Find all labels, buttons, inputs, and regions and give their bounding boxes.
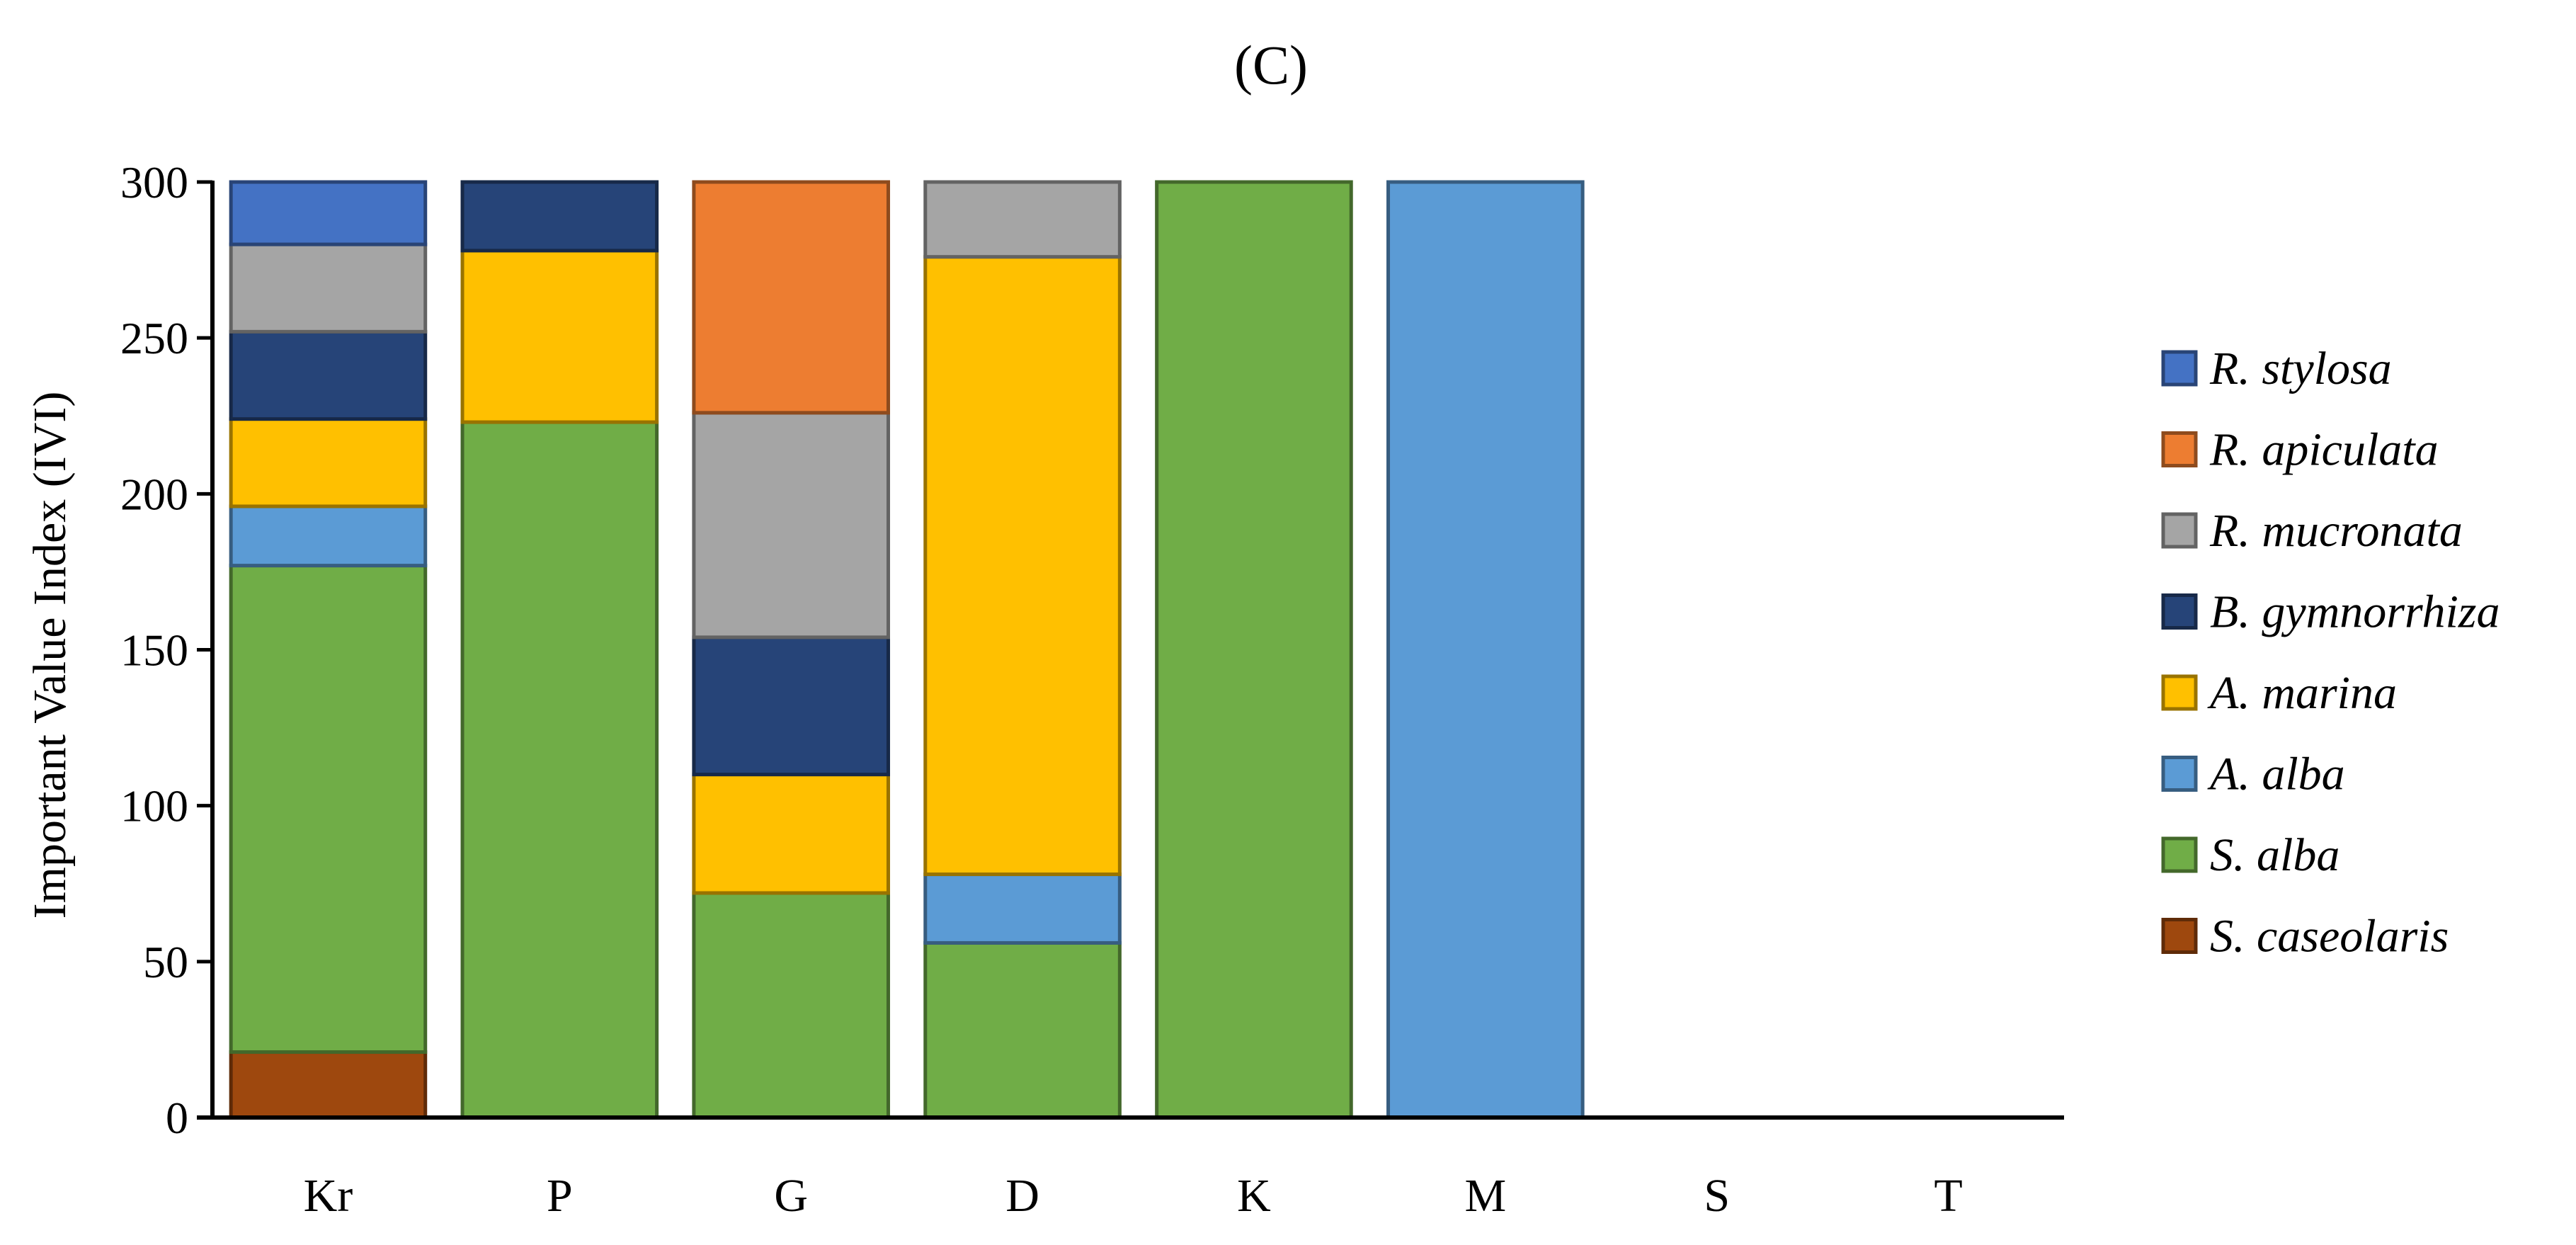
y-tick-label: 50 — [143, 937, 188, 987]
bar-g-a-marina — [692, 773, 890, 895]
x-tick-label-s: S — [1704, 1170, 1730, 1222]
bar-kr-s-caseolaris — [229, 1050, 428, 1120]
bar-kr-r-mucronata — [229, 242, 428, 334]
y-tick-label: 150 — [120, 625, 188, 676]
chart-title: (C) — [1234, 34, 1308, 96]
bar-p-s-alba — [460, 420, 659, 1120]
bar-g-r-mucronata — [692, 411, 890, 639]
legend-label-a-alba: A. alba — [2207, 749, 2345, 800]
bar-p-b-gymnorrhiza — [460, 180, 659, 253]
y-tick-label: 300 — [120, 157, 188, 208]
legend-label-r-apiculata: R. apiculata — [2209, 424, 2439, 476]
legend-label-a-marina: A. marina — [2207, 667, 2397, 719]
y-tick-label: 100 — [120, 781, 188, 831]
x-tick-label-kr: Kr — [304, 1170, 353, 1222]
legend-swatch-a-marina — [2161, 674, 2198, 711]
bar-d-a-marina — [923, 255, 1122, 877]
bar-kr-r-stylosa — [229, 180, 428, 246]
legend-swatch-a-alba — [2161, 756, 2198, 792]
legend: R. stylosa R. apiculata R. mucronata B. gym… — [2161, 343, 2500, 962]
y-tick-label: 250 — [120, 313, 188, 363]
x-axis-ticks: Kr P G D K M S T — [304, 1170, 1963, 1222]
bar-kr-s-alba — [229, 564, 428, 1054]
bars-group — [229, 180, 1585, 1120]
x-tick-label-t: T — [1934, 1170, 1962, 1222]
bar-g-r-apiculata — [692, 180, 890, 415]
x-tick-label-g: G — [774, 1170, 808, 1222]
y-axis-label: Important Value Index (IVI) — [24, 392, 76, 919]
legend-swatch-r-mucronata — [2161, 512, 2198, 549]
bar-kr-b-gymnorrhiza — [229, 329, 428, 421]
legend-swatch-r-apiculata — [2161, 431, 2198, 467]
bar-p-a-marina — [460, 249, 659, 424]
bar-kr-a-marina — [229, 417, 428, 508]
x-tick-label-p: P — [547, 1170, 573, 1222]
legend-swatch-b-gymnorrhiza — [2161, 593, 2198, 630]
bar-d-a-alba — [923, 872, 1122, 945]
bar-kr-a-alba — [229, 504, 428, 568]
legend-label-b-gymnorrhiza: B. gymnorrhiza — [2210, 586, 2500, 638]
legend-label-s-alba: S. alba — [2210, 829, 2340, 881]
bar-d-r-mucronata — [923, 180, 1122, 259]
bar-m-a-alba — [1386, 180, 1585, 1120]
x-tick-label-m: M — [1464, 1170, 1506, 1222]
y-axis-ticks: 0 50 100 150 200 250 300 — [120, 157, 212, 1143]
legend-label-r-mucronata: R. mucronata — [2209, 505, 2463, 557]
legend-label-s-caseolaris: S. caseolaris — [2210, 911, 2449, 962]
bar-g-b-gymnorrhiza — [692, 635, 890, 777]
legend-swatch-s-caseolaris — [2161, 918, 2198, 954]
x-tick-label-d: D — [1005, 1170, 1039, 1222]
bar-k-s-alba — [1155, 180, 1353, 1120]
bar-d-s-alba — [923, 940, 1122, 1120]
axes — [197, 181, 2064, 1120]
legend-swatch-r-stylosa — [2161, 350, 2198, 387]
legend-swatch-s-alba — [2161, 836, 2198, 873]
bar-g-s-alba — [692, 891, 890, 1120]
y-tick-label: 0 — [166, 1093, 188, 1143]
x-tick-label-k: K — [1237, 1170, 1271, 1222]
y-tick-label: 200 — [120, 469, 188, 519]
legend-label-r-stylosa: R. stylosa — [2209, 343, 2392, 394]
